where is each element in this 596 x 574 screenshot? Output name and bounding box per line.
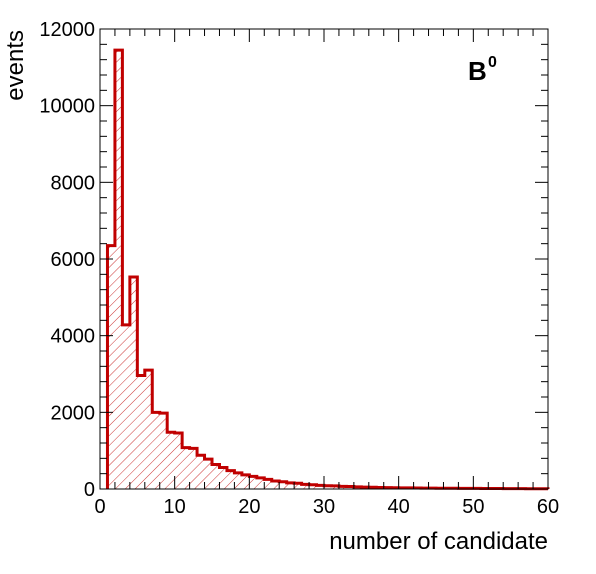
histogram-bar xyxy=(271,480,280,489)
histogram-bar xyxy=(167,432,175,489)
histogram-bar xyxy=(264,479,272,489)
histogram-layer xyxy=(105,48,550,491)
histogram-bar xyxy=(256,477,265,489)
y-tick-label: 0 xyxy=(84,479,95,501)
histogram-bar xyxy=(241,474,250,489)
histogram-bar xyxy=(189,448,198,489)
histogram-bar xyxy=(174,433,183,489)
histogram-outline xyxy=(105,48,550,491)
histogram-bar xyxy=(137,375,145,489)
y-tick-label: 8000 xyxy=(51,172,96,194)
histogram-bar xyxy=(309,484,317,489)
x-tick-label: 30 xyxy=(313,496,335,518)
x-axis-title: number of candidate xyxy=(329,528,548,555)
histogram-bar xyxy=(144,370,153,489)
histogram-bar xyxy=(286,482,295,489)
annotation-superscript: 0 xyxy=(488,54,497,71)
histogram-bar xyxy=(219,467,227,489)
b0-annotation: B 0 xyxy=(468,54,497,86)
y-axis-title: events xyxy=(2,30,29,101)
histogram-bar xyxy=(331,485,339,489)
histogram-bar xyxy=(324,485,332,489)
histogram-bar xyxy=(182,447,190,489)
histogram-bar xyxy=(301,484,310,489)
x-tick-label: 0 xyxy=(94,496,105,518)
histogram-bar xyxy=(279,481,287,489)
y-tick-label: 2000 xyxy=(51,402,96,424)
x-tick-label: 20 xyxy=(238,496,260,518)
x-tick-label: 50 xyxy=(462,496,484,518)
histogram-bar xyxy=(249,476,257,489)
axes-layer: 0 10 20 30 40 50 60 0 2000 4000 6000 8000 10000 12000 xyxy=(39,19,559,518)
histogram-bar xyxy=(122,324,130,489)
y-tick-label: 10000 xyxy=(39,96,95,118)
x-tick-label: 10 xyxy=(164,496,186,518)
histogram-bar xyxy=(129,277,138,489)
histogram-bar xyxy=(316,485,324,489)
histogram-bar xyxy=(159,413,168,489)
histogram-bar xyxy=(152,412,160,489)
histogram-bar xyxy=(212,464,220,489)
histogram-bar xyxy=(107,245,115,489)
histogram-bar xyxy=(204,459,212,489)
y-tick-label: 12000 xyxy=(39,19,95,41)
y-tick-label: 4000 xyxy=(51,326,96,348)
x-tick-label: 60 xyxy=(537,496,559,518)
histogram-bar xyxy=(294,483,302,489)
histogram-bar xyxy=(114,50,123,489)
histogram-bar xyxy=(197,455,205,489)
histogram-bar xyxy=(226,470,235,489)
histogram-bar xyxy=(234,472,242,489)
x-tick-label: 40 xyxy=(388,496,410,518)
annotation-label: B xyxy=(468,56,487,86)
y-tick-label: 6000 xyxy=(51,249,96,271)
